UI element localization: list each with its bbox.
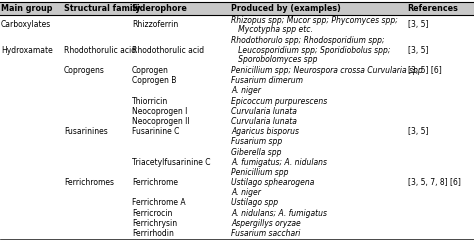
Text: Neocoprogen I: Neocoprogen I xyxy=(132,107,187,116)
Text: [3, 5]: [3, 5] xyxy=(408,46,428,55)
Text: Curvularia lunata: Curvularia lunata xyxy=(231,107,297,116)
Text: Siderophore: Siderophore xyxy=(132,4,188,13)
Text: A. niger: A. niger xyxy=(231,86,261,95)
Text: Carboxylates: Carboxylates xyxy=(1,20,51,29)
Text: Ferricrocin: Ferricrocin xyxy=(132,209,172,218)
Text: Ustilago sphearogena: Ustilago sphearogena xyxy=(231,178,315,187)
Text: Ferrichromes: Ferrichromes xyxy=(64,178,114,187)
Text: Hydroxamate: Hydroxamate xyxy=(1,46,53,55)
Text: A. fumigatus; A. nidulans: A. fumigatus; A. nidulans xyxy=(231,158,328,167)
Text: Neocoprogen II: Neocoprogen II xyxy=(132,117,190,126)
Text: Penicillium spp: Penicillium spp xyxy=(231,168,289,177)
Text: Giberella spp: Giberella spp xyxy=(231,148,282,156)
Text: Rhizopus spp; Mucor spp; Phycomyces spp;: Rhizopus spp; Mucor spp; Phycomyces spp; xyxy=(231,16,398,25)
Text: [3, 5] [6]: [3, 5] [6] xyxy=(408,66,441,75)
Text: Triacetylfusarinine C: Triacetylfusarinine C xyxy=(132,158,210,167)
Text: Thiorricin: Thiorricin xyxy=(132,97,168,106)
Text: Rhodothorulic acid: Rhodothorulic acid xyxy=(132,46,204,55)
Text: A. niger: A. niger xyxy=(231,188,261,197)
Text: Coprogen: Coprogen xyxy=(132,66,169,75)
Text: Fusarium sacchari: Fusarium sacchari xyxy=(231,229,301,238)
Text: Ustilago spp: Ustilago spp xyxy=(231,198,278,207)
Text: Aspergillys oryzae: Aspergillys oryzae xyxy=(231,219,301,228)
Text: Rhodothorulo spp; Rhodosporidium spp;: Rhodothorulo spp; Rhodosporidium spp; xyxy=(231,36,385,45)
Text: Epicoccum purpurescens: Epicoccum purpurescens xyxy=(231,97,328,106)
Bar xyxy=(0,2,474,15)
Text: Leucosporidium spp; Sporidiobolus spp;: Leucosporidium spp; Sporidiobolus spp; xyxy=(231,46,391,55)
Text: Ferrirhodin: Ferrirhodin xyxy=(132,229,173,238)
Text: Ferrichrome A: Ferrichrome A xyxy=(132,198,185,207)
Text: Curvularia lunata: Curvularia lunata xyxy=(231,117,297,126)
Text: Fusarinine C: Fusarinine C xyxy=(132,127,179,136)
Text: Fusarium spp: Fusarium spp xyxy=(231,137,283,146)
Text: Penicillium spp; Neurospora crossa Curvularia spp: Penicillium spp; Neurospora crossa Curvu… xyxy=(231,66,423,75)
Text: Ferrichrysin: Ferrichrysin xyxy=(132,219,177,228)
Text: A. nidulans; A. fumigatus: A. nidulans; A. fumigatus xyxy=(231,209,328,218)
Text: Coprogens: Coprogens xyxy=(64,66,105,75)
Text: Produced by (examples): Produced by (examples) xyxy=(231,4,341,13)
Text: Mycotypha spp etc.: Mycotypha spp etc. xyxy=(231,25,313,34)
Text: Coprogen B: Coprogen B xyxy=(132,76,176,85)
Text: [3, 5]: [3, 5] xyxy=(408,20,428,29)
Text: [3, 5, 7, 8] [6]: [3, 5, 7, 8] [6] xyxy=(408,178,461,187)
Text: [3, 5]: [3, 5] xyxy=(408,127,428,136)
Text: Fusarium dimerum: Fusarium dimerum xyxy=(231,76,303,85)
Text: Sporobolomyces spp: Sporobolomyces spp xyxy=(231,55,318,64)
Text: Structural family: Structural family xyxy=(64,4,141,13)
Text: Ferrichrome: Ferrichrome xyxy=(132,178,178,187)
Text: References: References xyxy=(408,4,458,13)
Text: Rhodothorulic acid: Rhodothorulic acid xyxy=(64,46,136,55)
Text: Main group: Main group xyxy=(1,4,53,13)
Text: Agaricus bisporus: Agaricus bisporus xyxy=(231,127,299,136)
Text: Fusarinines: Fusarinines xyxy=(64,127,108,136)
Text: Rhizzoferrin: Rhizzoferrin xyxy=(132,20,178,29)
